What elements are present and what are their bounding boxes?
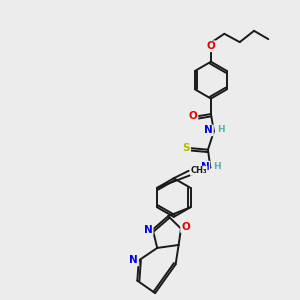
Text: H: H [213,162,221,171]
Text: S: S [182,143,190,153]
Text: O: O [207,41,215,51]
Text: N: N [204,125,213,135]
Text: O: O [189,111,197,122]
Text: CH₃: CH₃ [190,166,207,175]
Text: N: N [144,224,153,235]
Text: N: N [201,162,209,172]
Text: O: O [181,222,190,232]
Text: N: N [129,255,138,266]
Text: H: H [217,125,224,134]
